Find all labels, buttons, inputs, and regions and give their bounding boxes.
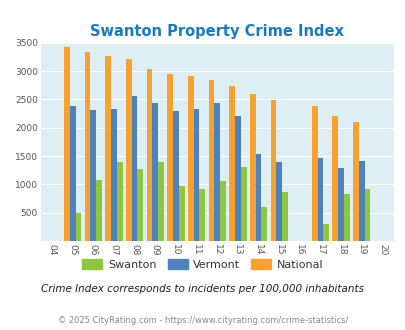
Bar [137,169,143,241]
Bar [158,162,164,241]
Bar [208,80,214,241]
Legend: Swanton, Vermont, National: Swanton, Vermont, National [78,255,327,274]
Bar [90,110,96,241]
Bar [70,106,75,241]
Bar [126,59,131,241]
Bar [352,121,358,241]
Bar [255,154,261,241]
Bar [167,74,173,241]
Bar [240,167,246,241]
Bar [173,111,178,241]
Bar [64,48,70,241]
Bar [249,94,255,241]
Text: © 2025 CityRating.com - https://www.cityrating.com/crime-statistics/: © 2025 CityRating.com - https://www.city… [58,316,347,325]
Bar [323,224,328,241]
Bar [337,168,343,241]
Bar [343,194,349,241]
Bar [178,186,184,241]
Bar [152,103,158,241]
Bar [358,161,364,241]
Bar [193,109,199,241]
Bar [317,158,323,241]
Bar [261,207,266,241]
Bar [146,69,152,241]
Bar [276,162,281,241]
Text: Crime Index corresponds to incidents per 100,000 inhabitants: Crime Index corresponds to incidents per… [41,284,364,294]
Bar [281,192,287,241]
Bar [131,96,137,241]
Bar [220,181,225,241]
Bar [214,103,220,241]
Bar [270,100,276,241]
Bar [111,109,117,241]
Bar [188,76,193,241]
Bar [199,189,205,241]
Bar [75,213,81,241]
Bar [364,189,370,241]
Bar [84,52,90,241]
Bar [105,56,111,241]
Bar [96,181,102,241]
Bar [311,106,317,241]
Bar [234,116,240,241]
Title: Swanton Property Crime Index: Swanton Property Crime Index [90,24,343,39]
Bar [332,116,337,241]
Bar [229,86,234,241]
Bar [117,162,122,241]
